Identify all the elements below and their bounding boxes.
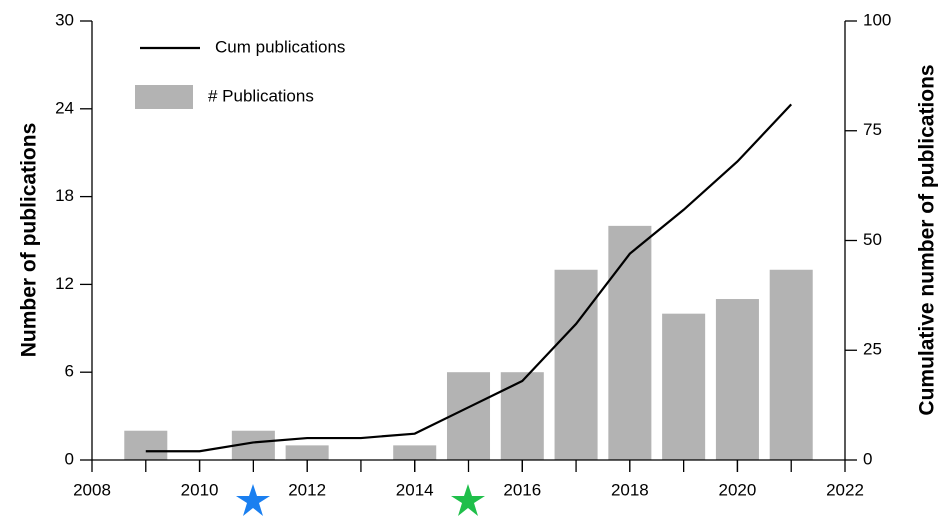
y2-tick-label: 25 xyxy=(863,340,882,359)
x-tick-label: 2010 xyxy=(181,480,219,499)
y2-tick-label: 100 xyxy=(863,10,891,29)
star-marker xyxy=(236,484,270,516)
bar xyxy=(715,299,759,460)
x-tick-label: 2018 xyxy=(611,480,649,499)
bar xyxy=(446,372,491,460)
bar xyxy=(608,225,652,460)
bar xyxy=(662,313,706,460)
x-tick-label: 2012 xyxy=(288,480,326,499)
bar xyxy=(769,269,813,460)
x-tick-label: 2014 xyxy=(396,480,434,499)
x-tick-label: 2016 xyxy=(503,480,541,499)
x-tick-label: 2020 xyxy=(719,480,757,499)
line xyxy=(145,103,793,453)
x-tick-label: 2008 xyxy=(73,480,111,499)
y-tick-label: 18 xyxy=(55,186,74,205)
y-tick-label: 6 xyxy=(65,362,74,381)
bar xyxy=(393,445,437,460)
bar xyxy=(500,372,544,460)
bar xyxy=(124,430,168,460)
y-axis-title: Number of publications xyxy=(18,123,41,358)
y-tick-label: 30 xyxy=(55,10,74,29)
y-tick-label: 0 xyxy=(65,449,74,468)
y2-tick-label: 50 xyxy=(863,230,882,249)
y-tick-label: 24 xyxy=(55,98,74,117)
legend-label: Cum publications xyxy=(215,37,345,56)
y2-axis-title: Cumulative number of publications xyxy=(916,64,939,415)
x-tick-label: 2022 xyxy=(826,480,864,499)
y-tick-label: 12 xyxy=(55,274,74,293)
y2-tick-label: 75 xyxy=(863,120,882,139)
legend-label: # Publications xyxy=(208,86,314,105)
legend-swatch xyxy=(135,85,193,109)
bar xyxy=(554,269,598,460)
star-marker xyxy=(451,484,485,516)
bar xyxy=(285,445,329,460)
y2-tick-label: 0 xyxy=(863,449,872,468)
